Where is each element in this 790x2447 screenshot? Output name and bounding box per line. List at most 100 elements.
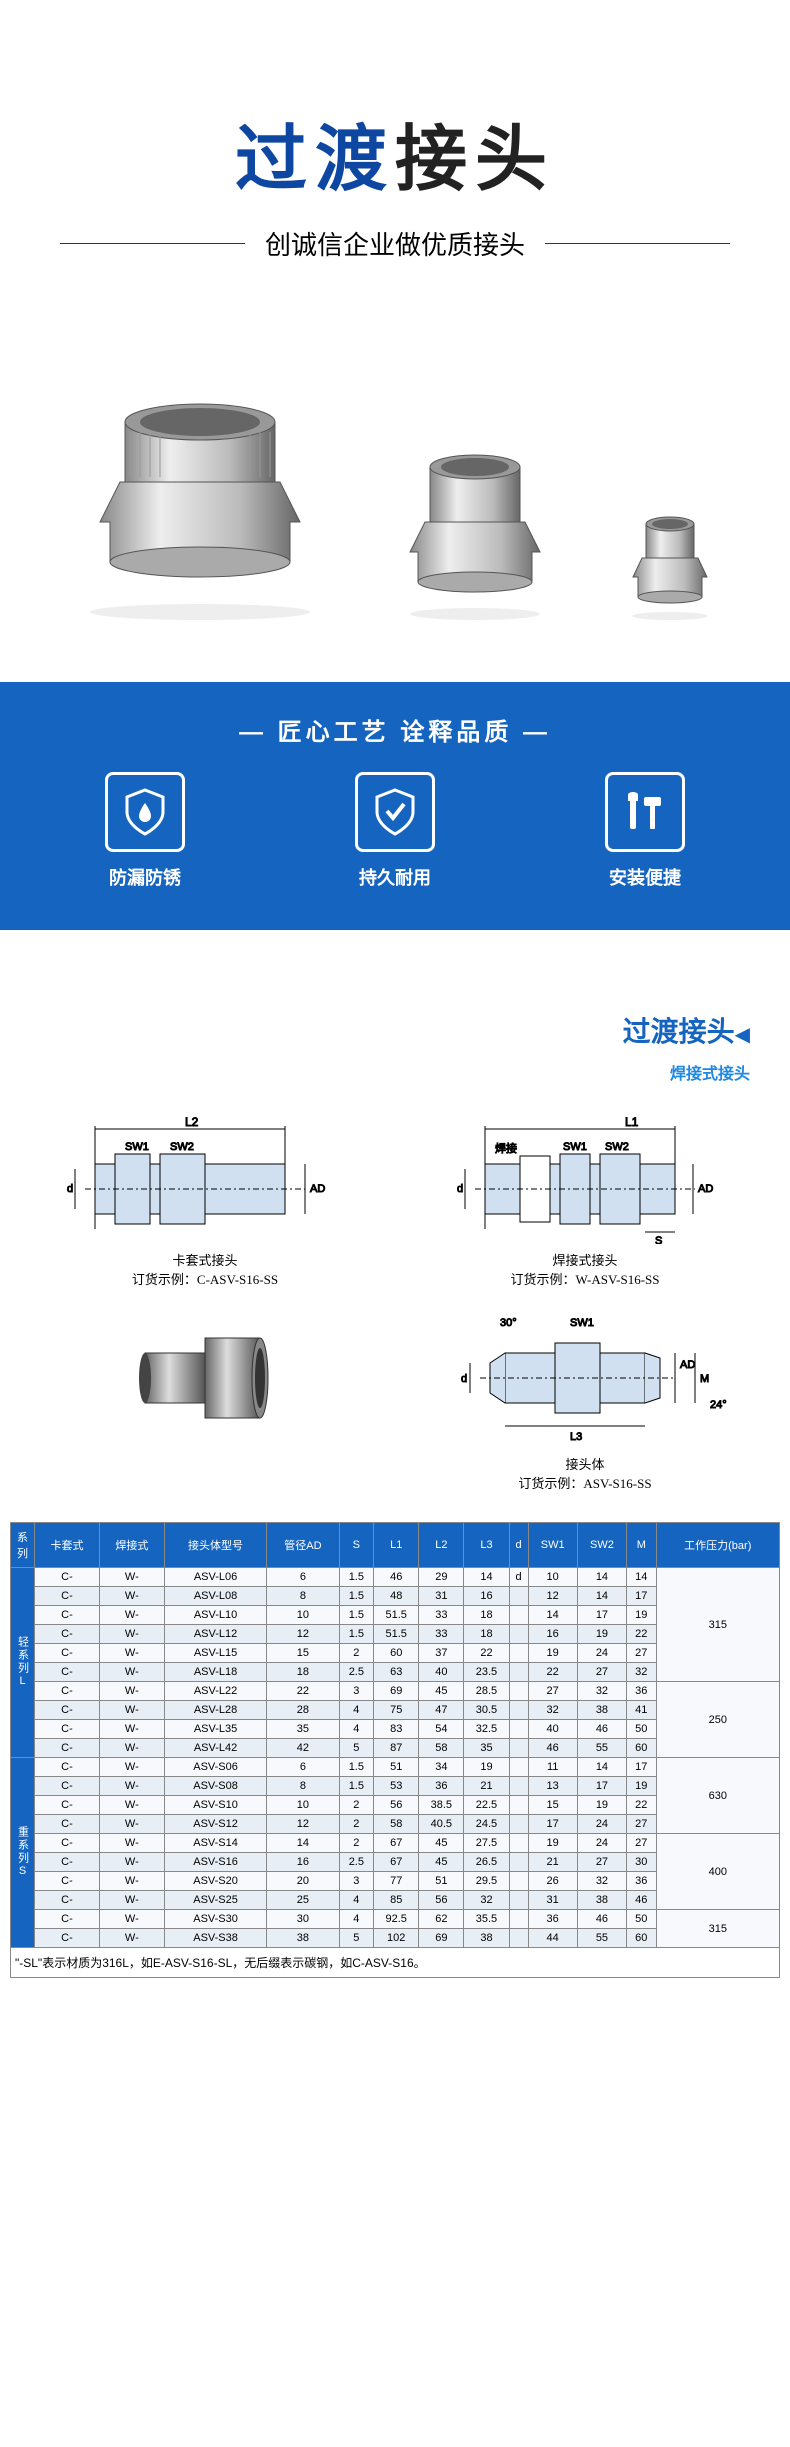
table-cell: 18 (464, 1625, 509, 1644)
table-cell: ASV-L42 (164, 1739, 266, 1758)
table-cell: C- (35, 1796, 100, 1815)
svg-text:L2: L2 (185, 1115, 199, 1129)
table-cell: 14 (464, 1568, 509, 1587)
table-cell: 56 (419, 1891, 464, 1910)
table-cell: 17 (627, 1758, 656, 1777)
table-cell: 55 (577, 1739, 626, 1758)
table-cell: 22 (627, 1625, 656, 1644)
table-cell: 22 (464, 1644, 509, 1663)
table-cell: 2.5 (339, 1853, 374, 1872)
table-cell (509, 1663, 528, 1682)
subtitle-text: 创诚信企业做优质接头 (245, 225, 545, 262)
table-cell: C- (35, 1853, 100, 1872)
table-cell: 15 (528, 1796, 577, 1815)
table-cell: 50 (627, 1720, 656, 1739)
table-cell: ASV-S10 (164, 1796, 266, 1815)
svg-text:AD: AD (698, 1183, 713, 1195)
table-cell: 14 (267, 1834, 339, 1853)
table-cell: W- (99, 1777, 164, 1796)
table-cell: 60 (627, 1929, 656, 1948)
table-cell: 56 (374, 1796, 419, 1815)
diagram-1-order: 订货示例：C-ASV-S16-SS (30, 1269, 380, 1288)
table-cell: W- (99, 1625, 164, 1644)
section-subtitle: 焊接式接头 (40, 1060, 750, 1084)
table-cell: 31 (419, 1587, 464, 1606)
feature-2-label: 持久耐用 (355, 864, 435, 890)
table-cell (509, 1853, 528, 1872)
table-cell: 19 (528, 1834, 577, 1853)
pressure-cell: 630 (656, 1758, 779, 1834)
table-cell: 42 (267, 1739, 339, 1758)
table-cell: 40 (528, 1720, 577, 1739)
table-cell: C- (35, 1872, 100, 1891)
svg-text:AD: AD (680, 1359, 695, 1371)
table-cell: 45 (419, 1853, 464, 1872)
table-cell: W- (99, 1606, 164, 1625)
product-images (0, 322, 790, 682)
table-cell: C- (35, 1758, 100, 1777)
table-cell (509, 1701, 528, 1720)
table-cell: 32 (577, 1682, 626, 1701)
diagram-4-caption: 接头体 (410, 1454, 760, 1473)
title-text: 过渡接头 (235, 120, 555, 200)
table-cell: 87 (374, 1739, 419, 1758)
feature-3-label: 安装便捷 (605, 864, 685, 890)
table-cell: 40.5 (419, 1815, 464, 1834)
table-cell: 67 (374, 1834, 419, 1853)
table-cell: 14 (577, 1568, 626, 1587)
table-cell: 12 (267, 1625, 339, 1644)
table-cell: 85 (374, 1891, 419, 1910)
table-cell: 27.5 (464, 1834, 509, 1853)
table-cell: 46 (374, 1568, 419, 1587)
pressure-cell: 400 (656, 1834, 779, 1910)
table-cell: 27 (577, 1663, 626, 1682)
triangle-icon: ◀ (735, 1024, 750, 1046)
table-cell: 36 (627, 1872, 656, 1891)
table-cell: 51.5 (374, 1625, 419, 1644)
table-cell: ASV-L08 (164, 1587, 266, 1606)
table-cell: 45 (419, 1682, 464, 1701)
table-cell: 38 (267, 1929, 339, 1948)
table-cell: 24.5 (464, 1815, 509, 1834)
table-cell: 29.5 (464, 1872, 509, 1891)
column-header: 系列 (11, 1523, 35, 1568)
table-cell: 32 (577, 1872, 626, 1891)
table-cell: 1.5 (339, 1587, 374, 1606)
diagram-3 (30, 1308, 380, 1492)
table-cell: 22 (528, 1663, 577, 1682)
table-cell: W- (99, 1701, 164, 1720)
table-cell: 19 (627, 1777, 656, 1796)
table-cell: 18 (267, 1663, 339, 1682)
table-cell: 19 (577, 1796, 626, 1815)
table-cell: 50 (627, 1910, 656, 1929)
table-cell: 3 (339, 1682, 374, 1701)
table-row: 轻系列LC-W-ASV-L0661.5462914d101414315 (11, 1568, 780, 1587)
table-cell: 31 (528, 1891, 577, 1910)
table-cell: 51 (374, 1758, 419, 1777)
column-header: 工作压力(bar) (656, 1523, 779, 1568)
table-cell: W- (99, 1929, 164, 1948)
table-cell: 12 (267, 1815, 339, 1834)
table-cell: 10 (528, 1568, 577, 1587)
table-cell: 67 (374, 1853, 419, 1872)
table-cell: 24 (577, 1834, 626, 1853)
table-cell: 83 (374, 1720, 419, 1739)
table-cell: C- (35, 1644, 100, 1663)
column-header: SW1 (528, 1523, 577, 1568)
table-cell: 4 (339, 1910, 374, 1929)
table-cell: C- (35, 1606, 100, 1625)
table-cell: 19 (464, 1758, 509, 1777)
table-cell: W- (99, 1796, 164, 1815)
subtitle-rule: 创诚信企业做优质接头 (60, 225, 730, 262)
column-header: M (627, 1523, 656, 1568)
diagram-4: 30° SW1 d AD M 24° L3 接头体 订货示例：ASV-S16-S… (410, 1308, 760, 1492)
table-cell: 47 (419, 1701, 464, 1720)
table-cell: 3 (339, 1872, 374, 1891)
table-cell: 2 (339, 1815, 374, 1834)
table-cell: 30.5 (464, 1701, 509, 1720)
table-cell: 20 (267, 1872, 339, 1891)
table-cell: 2 (339, 1834, 374, 1853)
table-cell: W- (99, 1663, 164, 1682)
table-cell (509, 1644, 528, 1663)
feature-band: — 匠心工艺 诠释品质 — 防漏防锈 持久耐用 (0, 682, 790, 930)
